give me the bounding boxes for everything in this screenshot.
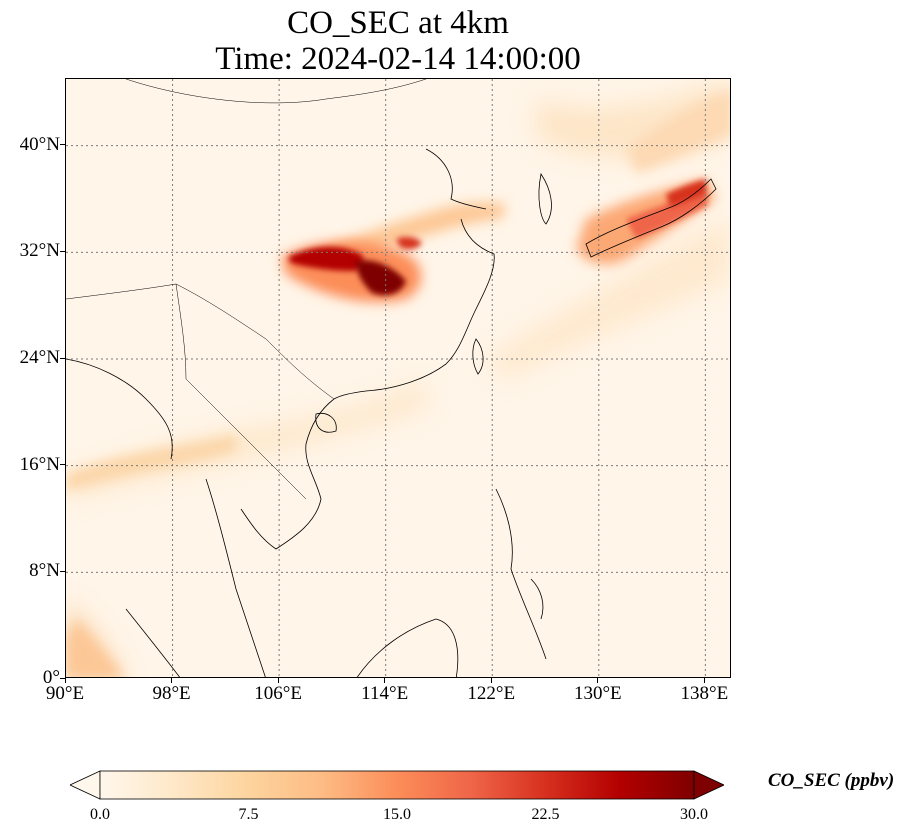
map-canvas	[66, 79, 730, 677]
colorbar-title: CO_SEC (ppbv)	[768, 770, 895, 791]
lat-tick-mark	[60, 570, 65, 572]
map-panel	[65, 78, 731, 678]
colorbar-min-extend	[70, 770, 101, 800]
concentration-field	[66, 79, 730, 677]
lon-tick-mark	[384, 678, 386, 683]
colorbar	[70, 770, 724, 800]
lat-tick-label: 16°N	[19, 453, 60, 475]
lat-tick-mark	[60, 677, 65, 679]
plume-japan	[576, 179, 716, 265]
lat-tick-label: 32°N	[19, 240, 60, 262]
plume-central-china	[281, 236, 422, 303]
plume-sumatra	[66, 619, 125, 677]
lat-tick-label: 0°	[42, 667, 60, 688]
lat-tick-mark	[60, 357, 65, 359]
lon-tick-mark	[171, 678, 173, 683]
colorbar-tick-label: 30.0	[680, 806, 708, 823]
lon-tick-mark	[64, 678, 66, 683]
chart-subtitle-time: Time: 2024-02-14 14:00:00	[215, 41, 581, 77]
lon-tick-mark	[277, 678, 279, 683]
chart-title: CO_SEC at 4km	[287, 5, 509, 41]
lon-tick-mark	[490, 678, 492, 683]
lon-tick-label: 130°E	[573, 683, 622, 704]
lon-tick-label: 98°E	[152, 683, 191, 704]
lon-tick-label: 114°E	[361, 683, 409, 704]
colorbar-tick-label: 15.0	[383, 806, 411, 823]
colorbar-tick-label: 22.5	[531, 806, 560, 823]
colorbar-gradient	[99, 770, 695, 800]
lat-tick-mark	[60, 464, 65, 466]
plume-bay-of-bengal	[66, 434, 236, 491]
lat-tick-mark	[60, 144, 65, 146]
lat-tick-label: 8°N	[29, 560, 60, 582]
coastlines	[66, 79, 717, 677]
lon-tick-label: 138°E	[680, 683, 729, 704]
colorbar-tick-label: 0.0	[90, 806, 110, 823]
plume-sea-of-japan	[626, 89, 730, 174]
lon-tick-mark	[597, 678, 599, 683]
lon-tick-label: 122°E	[467, 683, 516, 704]
colorbar-tick-label: 7.5	[238, 806, 259, 823]
lat-tick-label: 40°N	[19, 133, 60, 155]
lon-tick-label: 90°E	[45, 683, 85, 704]
lat-tick-mark	[60, 250, 65, 252]
lat-tick-label: 24°N	[19, 347, 60, 368]
colorbar-max-extend	[693, 770, 724, 800]
lon-tick-label: 106°E	[254, 683, 302, 704]
lon-tick-mark	[703, 678, 705, 683]
gridlines	[66, 79, 730, 677]
